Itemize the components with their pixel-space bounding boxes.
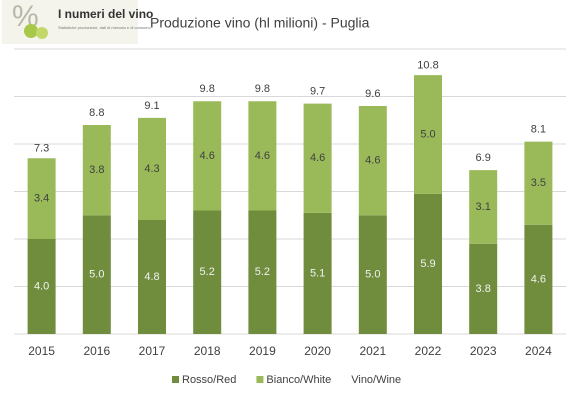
total-label: 7.3 <box>34 143 49 155</box>
data-label: 5.2 <box>255 266 270 278</box>
data-label: 5.9 <box>420 258 435 270</box>
data-label: 4.6 <box>310 152 325 164</box>
total-label: 8.8 <box>89 107 104 119</box>
data-label: 4.0 <box>34 280 49 292</box>
data-label: 4.6 <box>200 150 215 162</box>
data-label: 5.1 <box>310 267 325 279</box>
x-tick-label: 2017 <box>139 344 166 358</box>
x-tick-label: 2019 <box>249 344 276 358</box>
data-label: 5.0 <box>420 128 435 140</box>
data-label: 4.6 <box>365 155 380 167</box>
bar-segment <box>524 141 553 225</box>
bar-segment <box>414 75 442 194</box>
data-label: 3.8 <box>89 164 104 176</box>
x-tick-label: 2021 <box>359 344 386 358</box>
legend-label: Bianco/White <box>266 374 331 386</box>
data-label: 4.8 <box>144 271 159 283</box>
bar-segment <box>193 210 222 334</box>
legend-label: Rosso/Red <box>182 374 236 386</box>
total-label: 6.9 <box>476 152 491 164</box>
logo-title: I numeri del vino <box>58 7 153 21</box>
total-label: 9.8 <box>255 83 270 95</box>
bar-segment <box>248 210 277 334</box>
total-label: 9.6 <box>365 88 380 100</box>
bar-segment <box>82 125 111 216</box>
bar-segment <box>27 158 56 239</box>
x-tick-label: 2016 <box>83 344 110 358</box>
logo-subtitle: Statistiche produzione, dati di mercato … <box>58 25 151 30</box>
logo-grape <box>24 24 38 38</box>
bar-segment <box>469 243 498 334</box>
data-label: 5.0 <box>365 269 380 281</box>
total-label: 9.8 <box>200 83 215 95</box>
bar-segment <box>193 101 222 211</box>
x-tick-label: 2024 <box>525 344 552 358</box>
data-label: 4.6 <box>531 273 546 285</box>
x-tick-label: 2020 <box>304 344 331 358</box>
bar-segment <box>303 212 332 334</box>
bar-segment <box>138 117 166 220</box>
bar-segment <box>524 224 553 334</box>
x-tick-label: 2015 <box>28 344 55 358</box>
logo-grape <box>36 27 48 39</box>
data-label: 5.2 <box>200 266 215 278</box>
chart-title: Produzione vino (hl milioni) - Puglia <box>150 15 370 31</box>
bar-segment <box>138 220 166 334</box>
bar-segment <box>248 101 277 211</box>
legend-swatch <box>256 376 264 383</box>
x-tick-label: 2018 <box>194 344 221 358</box>
data-label: 3.4 <box>34 193 49 205</box>
bar-segment <box>27 239 56 334</box>
data-label: 3.8 <box>476 283 491 295</box>
total-label: 10.8 <box>417 59 438 71</box>
total-label: 9.7 <box>310 86 325 98</box>
data-label: 5.0 <box>89 269 104 281</box>
total-label: 8.1 <box>531 124 546 136</box>
x-tick-label: 2023 <box>470 344 497 358</box>
logo-background <box>2 0 138 44</box>
logo: % I numeri del vino Statistiche produzio… <box>2 0 153 44</box>
bar-segment <box>303 103 332 213</box>
bar-segment <box>82 215 111 334</box>
bar-segment <box>414 193 442 334</box>
legend-label: Vino/Wine <box>351 374 401 386</box>
total-label: 9.1 <box>144 100 159 112</box>
x-tick-label: 2022 <box>415 344 442 358</box>
data-label: 3.5 <box>531 177 546 189</box>
data-label: 4.3 <box>144 163 159 175</box>
data-label: 4.6 <box>255 150 270 162</box>
bar-segment <box>469 170 498 244</box>
data-label: 3.1 <box>476 201 491 213</box>
legend-swatch <box>172 376 179 383</box>
bar-segment <box>358 215 387 334</box>
bar-segment <box>358 106 387 216</box>
